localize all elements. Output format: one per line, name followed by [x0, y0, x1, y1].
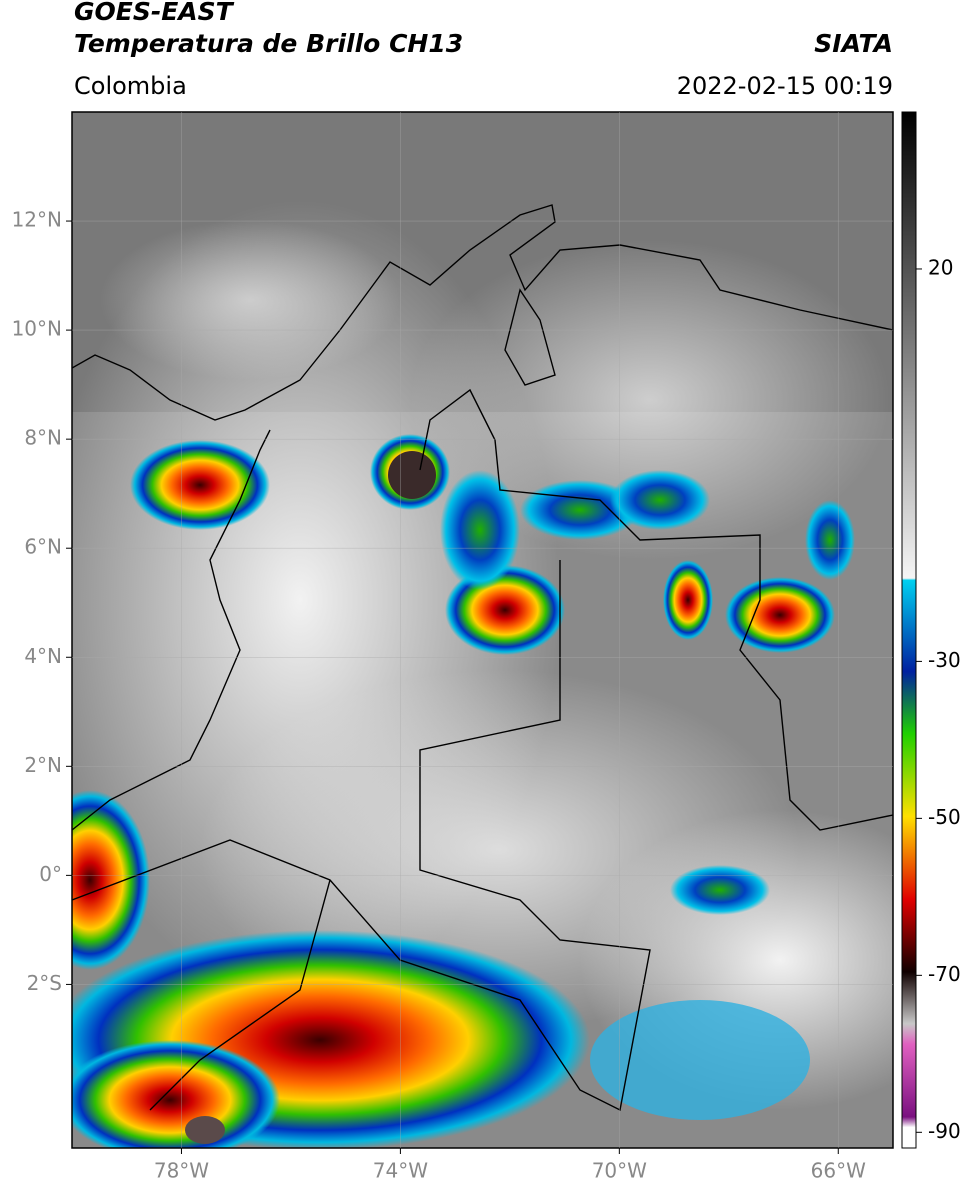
x-tick-label: 78°W: [154, 1159, 209, 1183]
datetime: 2022-02-15 00:19: [677, 72, 893, 100]
colorbar-tick-label: 20: [928, 255, 953, 279]
colorbar-tick-label: -90: [928, 1119, 961, 1143]
y-tick-label: 0°: [39, 862, 62, 886]
y-tick-label: 2°N: [24, 753, 62, 777]
x-tick-label: 74°W: [373, 1159, 428, 1183]
y-tick-label: 12°N: [12, 208, 62, 232]
title: GOES-EAST: [74, 0, 235, 26]
colorbar-tick-label: -30: [928, 648, 961, 672]
y-tick-label: 8°N: [24, 426, 62, 450]
y-tick-label: 6°N: [24, 535, 62, 559]
colorbar-tick-label: -50: [928, 805, 961, 829]
colorbar: [901, 111, 917, 1149]
source: SIATA: [814, 29, 893, 58]
region: Colombia: [74, 72, 187, 100]
x-tick-label: 70°W: [592, 1159, 647, 1183]
colorbar-tick-label: -70: [928, 962, 961, 986]
y-tick-label: 2°S: [27, 971, 62, 995]
y-tick-label: 10°N: [12, 317, 62, 341]
satellite-image: [72, 112, 893, 1148]
map-frame: [71, 111, 894, 1149]
y-tick-label: 4°N: [24, 644, 62, 668]
subtitle: Temperatura de Brillo CH13: [74, 29, 463, 58]
x-tick-label: 66°W: [811, 1159, 866, 1183]
